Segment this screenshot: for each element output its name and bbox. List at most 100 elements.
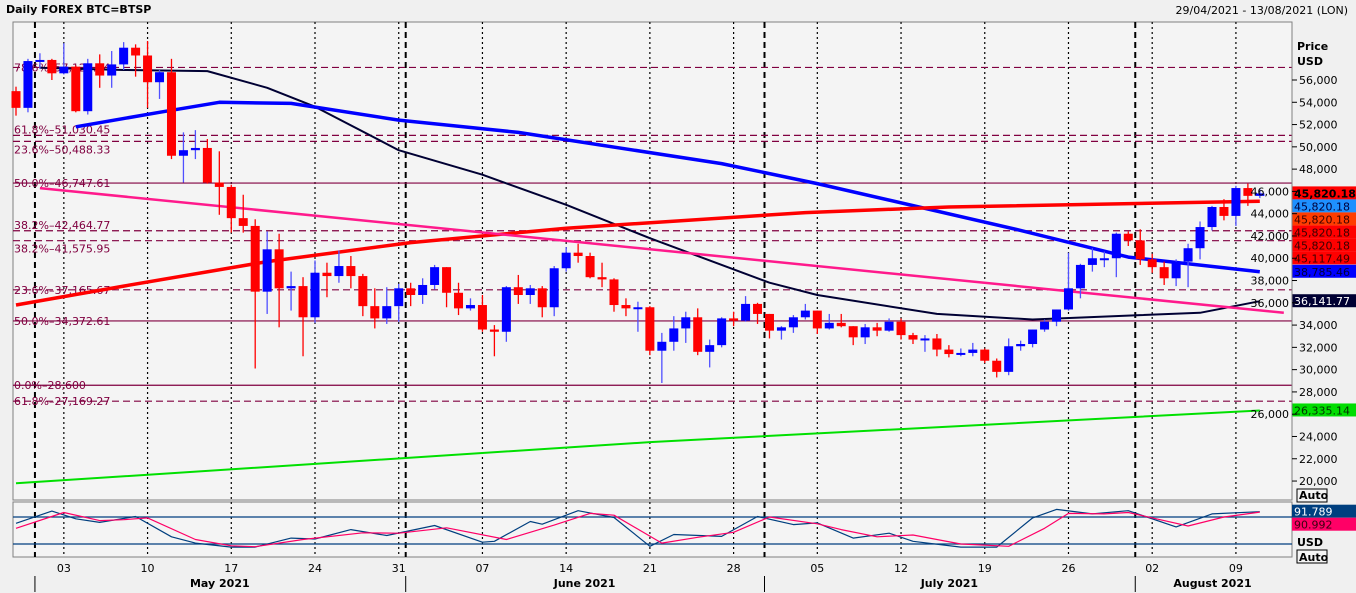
candle-down[interactable]: [513, 287, 523, 296]
candle-down[interactable]: [585, 256, 595, 278]
candle-up[interactable]: [119, 47, 129, 65]
candle-down[interactable]: [872, 327, 882, 331]
candle-down[interactable]: [477, 305, 487, 330]
candle-down[interactable]: [609, 279, 619, 306]
candle-up[interactable]: [178, 150, 188, 156]
candle-down[interactable]: [346, 266, 356, 277]
candle-down[interactable]: [848, 326, 858, 338]
candle-up[interactable]: [107, 64, 117, 76]
candle-down[interactable]: [992, 360, 1002, 372]
candle-up[interactable]: [35, 59, 45, 62]
candle-down[interactable]: [597, 277, 607, 280]
candle-down[interactable]: [202, 147, 212, 183]
candle-up[interactable]: [1028, 329, 1038, 345]
candle-down[interactable]: [573, 252, 583, 257]
candle-up[interactable]: [465, 305, 475, 309]
candle-up[interactable]: [800, 310, 810, 318]
candle-up[interactable]: [549, 268, 559, 308]
candle-down[interactable]: [1243, 188, 1253, 196]
candle-up[interactable]: [262, 249, 272, 292]
candle-up[interactable]: [394, 288, 404, 307]
candle-down[interactable]: [442, 267, 452, 293]
candle-up[interactable]: [824, 322, 834, 329]
candle-down[interactable]: [729, 318, 739, 321]
candle-up[interactable]: [525, 288, 535, 296]
candle-up[interactable]: [1016, 344, 1026, 347]
candle-down[interactable]: [406, 288, 416, 296]
candle-down[interactable]: [753, 303, 763, 314]
candle-down[interactable]: [896, 321, 906, 336]
candle-down[interactable]: [166, 72, 176, 156]
candle-down[interactable]: [932, 338, 942, 350]
candle-down[interactable]: [1219, 206, 1229, 216]
candle-down[interactable]: [836, 322, 846, 327]
candle-up[interactable]: [1075, 264, 1085, 289]
candle-down[interactable]: [47, 59, 57, 74]
candle-down[interactable]: [274, 249, 284, 289]
candle-down[interactable]: [95, 63, 105, 76]
candle-up[interactable]: [418, 284, 428, 296]
candle-down[interactable]: [693, 317, 703, 352]
candle-down[interactable]: [250, 225, 260, 292]
candle-up[interactable]: [1087, 258, 1097, 265]
candle-up[interactable]: [860, 327, 870, 338]
candle-down[interactable]: [214, 182, 224, 187]
candle-down[interactable]: [71, 66, 81, 112]
candle-up[interactable]: [501, 287, 511, 332]
candle-down[interactable]: [812, 310, 822, 329]
candle-up[interactable]: [788, 317, 798, 328]
candle-up[interactable]: [382, 306, 392, 319]
candle-up[interactable]: [657, 341, 667, 351]
candle-up[interactable]: [334, 266, 344, 277]
candle-up[interactable]: [717, 318, 727, 346]
candle-up[interactable]: [920, 338, 930, 341]
candle-up[interactable]: [741, 303, 751, 321]
candle-down[interactable]: [238, 218, 248, 226]
candle-down[interactable]: [322, 272, 332, 277]
candle-up[interactable]: [310, 272, 320, 318]
candle-down[interactable]: [358, 276, 368, 307]
candle-down[interactable]: [537, 288, 547, 308]
candle-up[interactable]: [1063, 288, 1073, 310]
candle-down[interactable]: [908, 335, 918, 340]
candle-down[interactable]: [1159, 267, 1169, 279]
candle-up[interactable]: [1111, 233, 1121, 259]
candle-down[interactable]: [621, 305, 631, 309]
candle-up[interactable]: [430, 267, 440, 285]
candle-up[interactable]: [776, 327, 786, 331]
candle-up[interactable]: [705, 345, 715, 352]
candle-up[interactable]: [155, 72, 165, 83]
candle-up[interactable]: [1171, 261, 1181, 279]
oscillator-pane[interactable]: [12, 501, 1293, 558]
candle-up[interactable]: [1255, 193, 1265, 196]
candle-down[interactable]: [489, 329, 499, 332]
candle-up[interactable]: [83, 63, 93, 112]
candle-up[interactable]: [968, 349, 978, 353]
candle-up[interactable]: [1231, 188, 1241, 216]
candle-up[interactable]: [669, 328, 679, 342]
candle-up[interactable]: [1052, 309, 1062, 322]
candle-down[interactable]: [226, 186, 236, 219]
candle-down[interactable]: [1135, 240, 1145, 260]
candle-down[interactable]: [1147, 259, 1157, 268]
candle-down[interactable]: [1123, 233, 1133, 241]
candle-down[interactable]: [370, 306, 380, 319]
candle-up[interactable]: [1195, 227, 1205, 249]
candle-down[interactable]: [143, 55, 153, 83]
candle-down[interactable]: [454, 292, 464, 309]
candle-up[interactable]: [956, 352, 966, 355]
auto-scale-button[interactable]: [1296, 488, 1328, 503]
candle-up[interactable]: [1207, 206, 1217, 228]
candle-up[interactable]: [561, 252, 571, 269]
candle-down[interactable]: [980, 349, 990, 361]
candle-up[interactable]: [1004, 346, 1014, 372]
candle-up[interactable]: [23, 61, 33, 108]
candle-up[interactable]: [1183, 248, 1193, 262]
candle-up[interactable]: [884, 321, 894, 331]
main-pane[interactable]: [12, 21, 1293, 501]
osc-auto-scale-button[interactable]: [1296, 549, 1328, 564]
candle-up[interactable]: [1040, 321, 1050, 330]
candle-up[interactable]: [190, 147, 200, 151]
candle-up[interactable]: [1099, 258, 1109, 261]
